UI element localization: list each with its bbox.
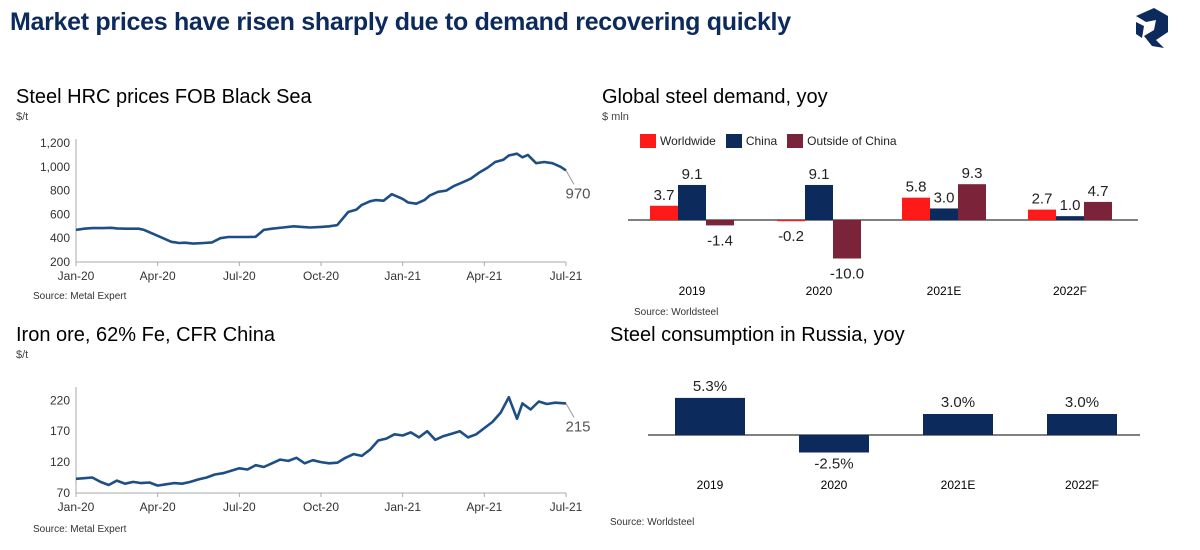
russia-x-tick-label: 2022F — [1065, 478, 1099, 492]
iron-ore-source: Source: Metal Expert — [33, 524, 127, 535]
demand-bar-worldwide — [1028, 209, 1056, 220]
legend-item-outside-china: Outside of China — [787, 134, 897, 148]
demand-data-label-outside-china: -10.0 — [830, 266, 864, 283]
ore-end-label: 215 — [565, 418, 590, 435]
hrc-y-tick-label: 400 — [50, 231, 70, 245]
ore-x-tick-label: Apr-21 — [466, 500, 502, 514]
hrc-y-tick-label: 1,200 — [40, 136, 70, 150]
hrc-y-tick-label: 800 — [50, 184, 70, 198]
legend-label-china: China — [745, 134, 778, 148]
russia-bar-chart: 5.3% 2019 -2.5% 2020 3.0% 2021E 3.0% 2022F — [648, 378, 1140, 492]
company-logo — [1136, 8, 1168, 48]
russia-x-tick-label: 2020 — [821, 478, 848, 492]
hrc-unit-label: $/t — [16, 111, 29, 123]
ore-x-tick-label: Jan-20 — [58, 500, 95, 514]
demand-data-label-worldwide: -0.2 — [778, 228, 804, 245]
legend-swatch-outside-china — [787, 134, 804, 148]
demand-x-tick-label: 2019 — [679, 284, 706, 298]
hrc-series-line — [75, 152, 567, 245]
russia-bar — [799, 435, 869, 453]
russia-x-tick-label: 2019 — [697, 478, 724, 492]
demand-data-label-china: 3.0 — [934, 189, 955, 206]
legend-item-worldwide: Worldwide — [640, 134, 716, 148]
ore-x-tick-label: Oct-20 — [303, 500, 339, 514]
demand-data-label-china: 9.1 — [682, 166, 703, 183]
page-title: Market prices have risen sharply due to … — [10, 8, 791, 36]
russia-bar — [923, 414, 993, 435]
hrc-x-tick-label: Jan-21 — [384, 269, 421, 283]
iron-ore-chart-title: Iron ore, 62% Fe, CFR China — [16, 324, 275, 346]
russia-source: Source: Worldsteel — [610, 517, 695, 528]
demand-data-label-china: 9.1 — [809, 166, 830, 183]
hrc-source: Source: Metal Expert — [33, 291, 127, 302]
demand-data-label-worldwide: 5.8 — [906, 179, 927, 196]
ore-y-tick-label: 170 — [50, 424, 70, 438]
ore-x-tick-label: Jul-21 — [550, 500, 583, 514]
demand-bar-china — [1056, 216, 1084, 220]
russia-chart-title: Steel consumption in Russia, yoy — [610, 324, 905, 346]
demand-chart-title: Global steel demand, yoy — [602, 86, 828, 108]
demand-data-label-worldwide: 3.7 — [654, 187, 675, 204]
hrc-x-tick-label: Jan-20 — [58, 269, 95, 283]
ore-y-tick-label: 70 — [57, 486, 71, 500]
demand-data-label-outside-china: 4.7 — [1088, 183, 1109, 200]
hrc-end-label: 970 — [565, 185, 590, 202]
ore-y-tick-label: 220 — [50, 393, 70, 407]
demand-x-tick-label: 2020 — [806, 284, 833, 298]
demand-bar-china — [678, 184, 706, 220]
russia-x-tick-label: 2021E — [941, 478, 976, 492]
ore-y-tick-label: 120 — [50, 455, 70, 469]
hrc-x-tick-label: Jul-21 — [550, 269, 583, 283]
demand-x-tick-label: 2021E — [927, 284, 962, 298]
demand-bar-china — [930, 208, 958, 220]
hrc-chart-title: Steel HRC prices FOB Black Sea — [16, 86, 312, 108]
ore-x-tick-label: Jul-20 — [223, 500, 256, 514]
hrc-x-tick-label: Jul-20 — [223, 269, 256, 283]
hrc-y-tick-label: 200 — [50, 255, 70, 269]
iron-ore-line-chart: 70 120 170 220 Jan-20 Apr-20 Jul-20 Oct-20 Jan-2… — [50, 387, 591, 514]
russia-bar — [1047, 414, 1117, 435]
ore-x-tick-label: Apr-20 — [140, 500, 176, 514]
demand-bar-outside-china — [706, 220, 734, 226]
demand-data-label-outside-china: -1.4 — [707, 232, 733, 249]
hrc-y-tick-label: 1,000 — [40, 160, 70, 174]
demand-bar-outside-china — [1084, 201, 1112, 220]
hrc-x-tick-label: Apr-21 — [466, 269, 502, 283]
legend-item-china: China — [725, 134, 778, 148]
demand-bar-outside-china — [833, 220, 861, 259]
demand-bar-china — [805, 184, 833, 220]
russia-data-label: 5.3% — [693, 378, 727, 395]
demand-bar-outside-china — [958, 184, 986, 220]
hrc-x-tick-label: Apr-20 — [140, 269, 176, 283]
legend-swatch-china — [725, 134, 742, 148]
demand-legend: Worldwide China Outside of China — [640, 134, 907, 148]
demand-source: Source: Worldsteel — [634, 307, 719, 318]
russia-data-label: -2.5% — [814, 456, 853, 473]
demand-bar-worldwide — [777, 220, 805, 222]
hrc-end-leader — [565, 170, 575, 185]
demand-data-label-china: 1.0 — [1060, 197, 1081, 214]
demand-bar-worldwide — [650, 205, 678, 220]
legend-swatch-worldwide — [640, 134, 656, 148]
hrc-y-tick-label: 600 — [50, 207, 70, 221]
ore-end-leader — [565, 403, 575, 418]
ore-x-tick-label: Jan-21 — [384, 500, 421, 514]
hrc-line-chart: 200 400 600 800 1,000 1,200 Jan-20 Apr-20 Jul-20… — [40, 136, 591, 283]
demand-data-label-outside-china: 9.3 — [962, 165, 983, 182]
russia-data-label: 3.0% — [941, 394, 975, 411]
demand-unit-label: $ mln — [602, 111, 629, 123]
demand-x-tick-label: 2022F — [1053, 284, 1087, 298]
hrc-x-tick-label: Oct-20 — [303, 269, 339, 283]
ore-series-line — [75, 395, 567, 487]
iron-ore-unit-label: $/t — [16, 349, 29, 361]
russia-data-label: 3.0% — [1065, 394, 1099, 411]
russia-bar — [675, 397, 745, 435]
demand-bar-worldwide — [902, 197, 930, 220]
legend-label-outside-china: Outside of China — [807, 134, 897, 148]
legend-label-worldwide: Worldwide — [660, 134, 716, 148]
demand-data-label-worldwide: 2.7 — [1032, 191, 1053, 208]
